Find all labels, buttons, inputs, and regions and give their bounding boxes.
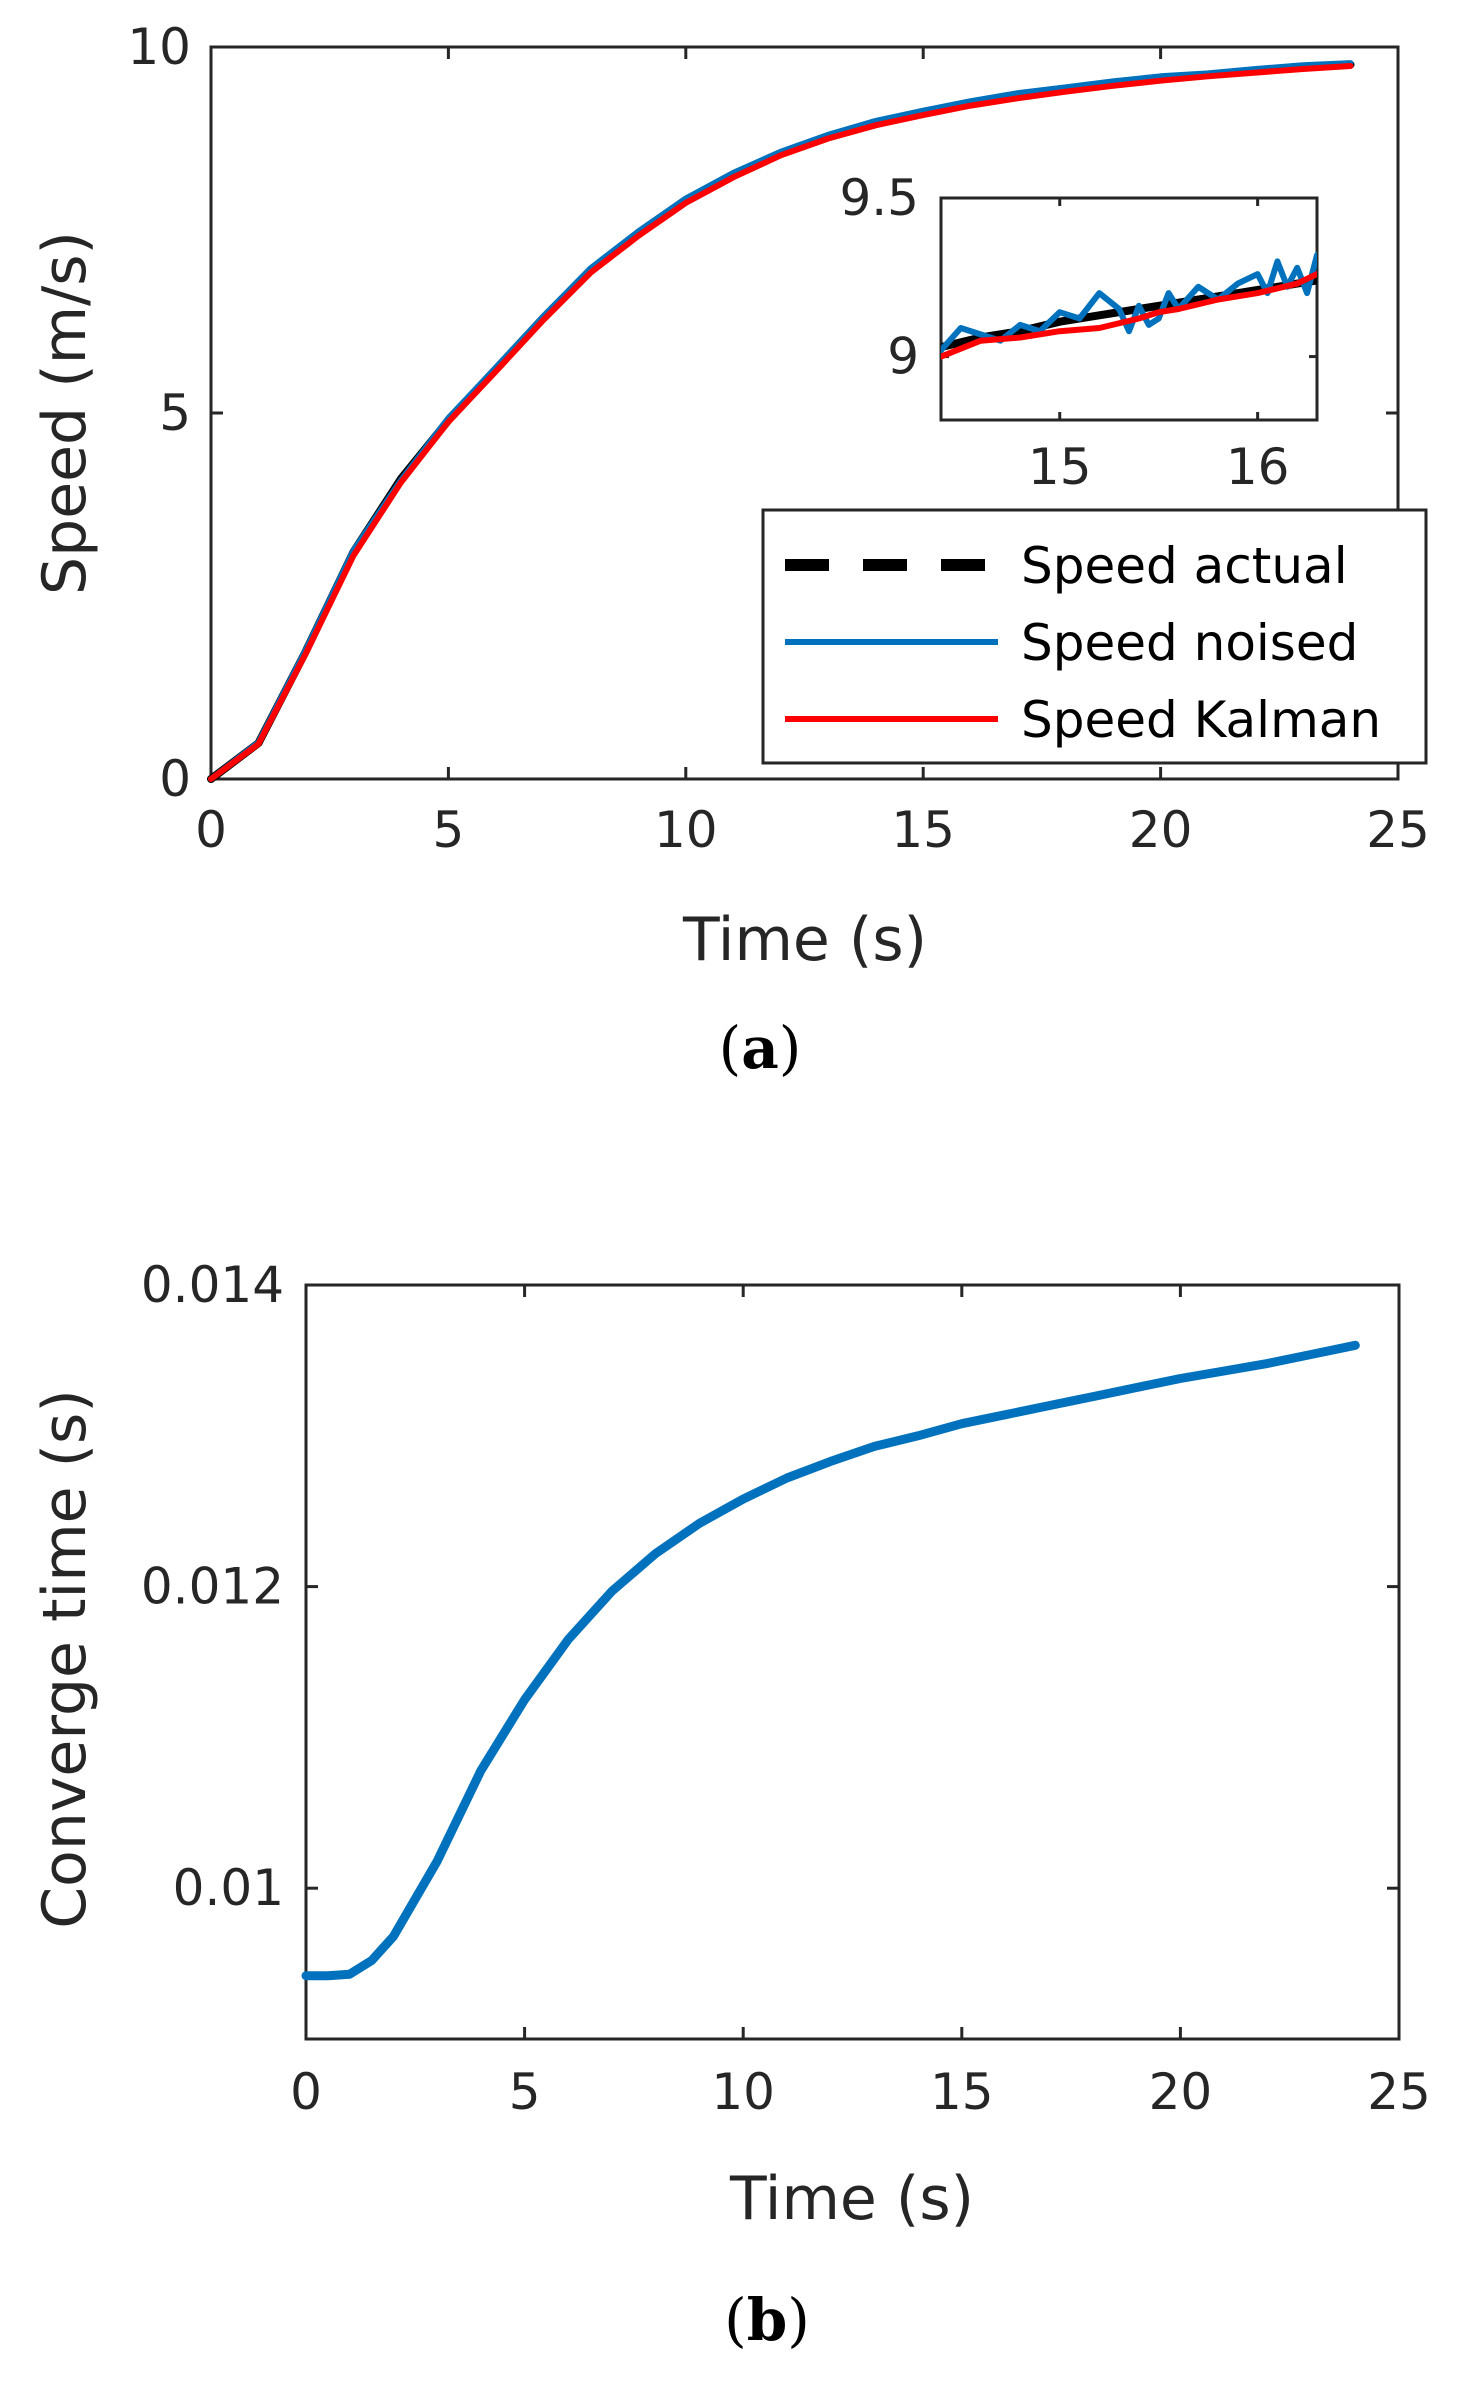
panel-b-ticks: 0 5 10 15 20 25 0.01 0.012 0.014 bbox=[141, 1256, 1431, 2121]
panel-b-x-tick-label: 15 bbox=[930, 2063, 994, 2121]
legend-label-noised: Speed noised bbox=[1021, 614, 1358, 672]
panel-a-x-tick-label: 10 bbox=[654, 801, 718, 859]
legend-label-actual: Speed actual bbox=[1021, 537, 1348, 595]
panel-b-y-axis-title: Converge time (s) bbox=[30, 1389, 100, 1928]
panel-b-x-axis-title: Time (s) bbox=[729, 2164, 974, 2234]
panel-a-x-tick-label: 20 bbox=[1129, 801, 1193, 859]
inset-series-kalman-line bbox=[941, 271, 1317, 360]
panel-a-y-tick-label: 0 bbox=[159, 750, 191, 808]
panel-a-x-tick-label: 0 bbox=[195, 801, 227, 859]
panel-b-label: (b) bbox=[724, 2286, 810, 2354]
inset-zoom-plot: 15 16 9 9.5 bbox=[839, 169, 1319, 496]
panel-a-label: (a) bbox=[719, 1014, 802, 1082]
panel-b-converge-chart: 0 5 10 15 20 25 0.01 0.012 0.014 Time (s) Conver… bbox=[30, 1256, 1431, 2354]
panel-a-y-tick-label: 10 bbox=[127, 18, 191, 76]
panel-a-x-tick-label: 15 bbox=[891, 801, 955, 859]
panel-b-x-tick-label: 10 bbox=[711, 2063, 775, 2121]
panel-a-y-tick-label: 5 bbox=[159, 384, 191, 442]
panel-a-x-tick-label: 25 bbox=[1366, 801, 1430, 859]
panel-b-x-tick-label: 20 bbox=[1149, 2063, 1213, 2121]
inset-x-tick-label: 15 bbox=[1028, 438, 1092, 496]
panel-b-series-noised-line bbox=[301, 1340, 1360, 1981]
panel-a-x-tick-label: 5 bbox=[432, 801, 464, 859]
panel-a-y-axis-title: Speed (m/s) bbox=[30, 231, 100, 595]
inset-series-noised-line bbox=[941, 252, 1317, 354]
panel-a-x-axis-title: Time (s) bbox=[682, 905, 927, 975]
legend: Speed actual Speed noised Speed Kalman bbox=[761, 508, 1428, 765]
inset-y-tick-label: 9 bbox=[887, 328, 919, 386]
panel-b-y-tick-label: 0.014 bbox=[141, 1256, 284, 1314]
panel-b-x-tick-label: 0 bbox=[290, 2063, 322, 2121]
panel-a-speed-chart: 0 5 10 15 20 25 0 5 10 15 16 9 9.5 Speed actual Spe… bbox=[30, 18, 1430, 1082]
panel-b-plot-area bbox=[304, 1283, 1401, 2041]
inset-y-tick-label: 9.5 bbox=[839, 169, 919, 227]
inset-x-tick-label: 16 bbox=[1226, 438, 1290, 496]
panel-b-x-tick-label: 25 bbox=[1367, 2063, 1431, 2121]
panel-b-y-tick-label: 0.012 bbox=[141, 1558, 284, 1616]
inset-lines bbox=[941, 252, 1317, 360]
panel-a-lines bbox=[207, 60, 1355, 783]
panel-a-series-kalman-line bbox=[208, 63, 1354, 782]
legend-label-kalman: Speed Kalman bbox=[1021, 691, 1381, 749]
panel-b-lines bbox=[301, 1340, 1360, 1981]
inset-ticks: 15 16 9 9.5 bbox=[839, 169, 1317, 496]
panel-b-y-tick-label: 0.01 bbox=[173, 1859, 284, 1917]
panel-b-x-tick-label: 5 bbox=[509, 2063, 541, 2121]
panel-a-ticks: 0 5 10 15 20 25 0 5 10 bbox=[127, 18, 1429, 859]
